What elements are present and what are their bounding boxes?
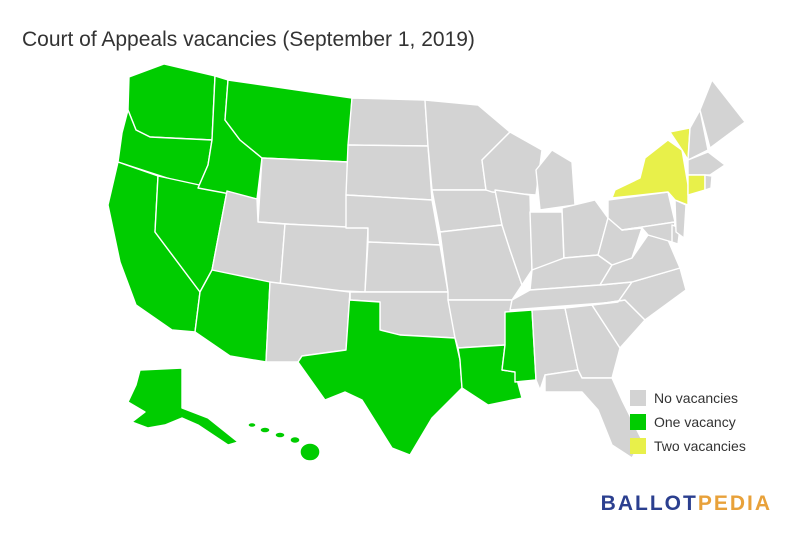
legend-label-two: Two vacancies: [654, 438, 746, 454]
state-WI: [481, 131, 543, 196]
state-NJ: [674, 199, 687, 239]
legend-swatch-none: [630, 390, 646, 406]
map-title: Court of Appeals vacancies (September 1,…: [22, 28, 475, 51]
state-WA: [127, 63, 216, 141]
state-NM: [265, 281, 351, 363]
state-RI: [704, 174, 713, 191]
legend-item-none: No vacancies: [630, 386, 746, 410]
state-SD: [345, 144, 433, 201]
state-MI: [535, 149, 576, 211]
state-HI: [247, 421, 321, 462]
state-AK: [127, 367, 239, 446]
ballotpedia-logo: BALLOTPEDIA: [601, 492, 772, 516]
state-AZ: [194, 269, 271, 363]
state-WY: [257, 157, 349, 229]
state-CT: [687, 174, 706, 196]
state-AR: [447, 299, 513, 349]
state-CO: [279, 223, 369, 293]
legend-label-one: One vacancy: [654, 414, 736, 430]
state-MA: [687, 151, 726, 176]
legend-item-one: One vacancy: [630, 410, 746, 434]
state-NH: [687, 109, 709, 161]
state-ND: [347, 97, 429, 147]
state-MS: [501, 309, 537, 383]
legend-swatch-two: [630, 438, 646, 454]
logo-part-ballot: BALLOT: [600, 492, 698, 515]
logo-part-pedia: PEDIA: [697, 492, 772, 515]
legend-item-two: Two vacancies: [630, 434, 746, 458]
legend-label-none: No vacancies: [654, 390, 739, 406]
legend-swatch-one: [630, 414, 646, 430]
state-ME: [699, 79, 746, 149]
map-legend: No vacancies One vacancy Two vacancies: [630, 386, 746, 458]
state-MD: [621, 221, 676, 243]
state-TX: [297, 291, 463, 456]
state-FL: [544, 369, 643, 459]
state-IL: [494, 189, 533, 286]
state-KS: [364, 241, 449, 293]
